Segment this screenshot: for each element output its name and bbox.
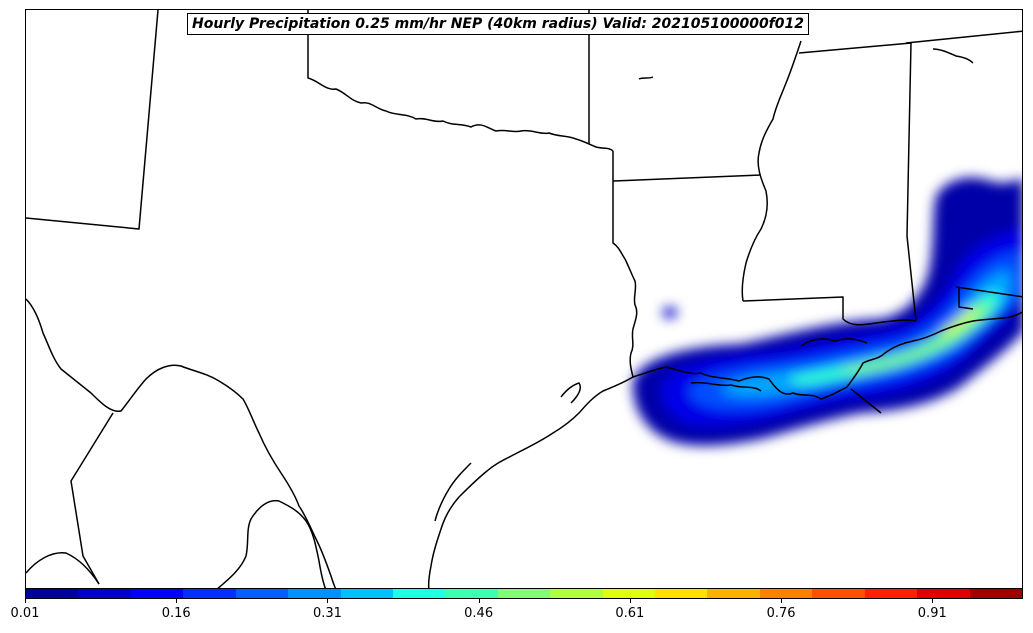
texas-coast [427,376,634,588]
colorbar-tick-label: 0.61 [615,606,645,621]
colorbar-tick [630,599,631,603]
colorbar-tick [781,599,782,603]
louisiana-coast [632,311,1022,400]
geographic-boundaries [26,10,1022,588]
state-border-nm-west [26,10,159,230]
colorbar-tick-label: 0.76 [766,606,796,621]
colorbar-swatch [183,589,236,598]
state-border-tx-ok [307,10,614,152]
texas-bay-islands [434,462,472,522]
colorbar-swatch [78,589,131,598]
colorbar-tick-label: 0.16 [161,606,191,621]
lake-shape-2 [638,76,654,80]
mexico-border-2 [26,552,100,585]
colorbar-swatch [235,589,289,598]
state-border-ar-la [612,174,762,182]
colorbar-swatch [812,589,865,598]
colorbar-tick [25,599,26,603]
colorbar-swatch [288,589,341,598]
precip-contour-5 [789,292,1001,385]
colorbar-tick-label: 0.01 [10,606,40,621]
colorbar-tick [479,599,480,603]
state-border-fl-2 [958,287,974,310]
colorbar-swatch [445,589,498,598]
colorbar-tick [932,599,933,603]
colorbar-swatch [759,589,813,598]
colorbar-tick [176,599,177,603]
state-border-la-ms [742,296,917,326]
state-border-ms-al [798,42,917,322]
mexico-border-3 [217,499,327,588]
colorbar-swatch [864,589,918,598]
map-canvas [26,10,1022,588]
mississippi-river [741,40,802,302]
louisiana-bayou-1 [690,381,762,392]
texas-galveston-bay [560,382,582,404]
colorbar [25,588,1023,599]
lake-shape-1 [932,48,974,64]
louisiana-bayou-2 [800,338,868,347]
precipitation-field [632,177,1022,446]
colorbar-swatch [655,589,708,598]
colorbar-swatch [969,589,1023,598]
louisiana-bayou-3 [850,388,882,414]
precip-contour-3 [688,253,1019,410]
map-panel [25,9,1023,589]
precip-small-blob [662,307,678,319]
colorbar-swatch [26,589,79,598]
colorbar-swatch [340,589,393,598]
colorbar-tick-label: 0.31 [312,606,342,621]
colorbar-swatch [550,589,603,598]
colorbar-swatch [917,589,970,598]
colorbar-swatch [130,589,184,598]
state-border-tn [905,30,1022,44]
map-title: Hourly Precipitation 0.25 mm/hr NEP (40k… [187,13,810,35]
state-border-fl [955,286,1022,298]
rio-grande [26,298,337,588]
mexico-border-1 [70,412,114,585]
state-border-tx-la [612,151,638,378]
precip-contour-7 [940,307,977,336]
colorbar-tick-label: 0.91 [917,606,947,621]
colorbar-swatch [602,589,656,598]
colorbar-tick [327,599,328,603]
colorbar-swatch [392,589,446,598]
colorbar-swatch [497,589,551,598]
colorbar-swatch [707,589,760,598]
colorbar-tick-label: 0.46 [464,606,494,621]
